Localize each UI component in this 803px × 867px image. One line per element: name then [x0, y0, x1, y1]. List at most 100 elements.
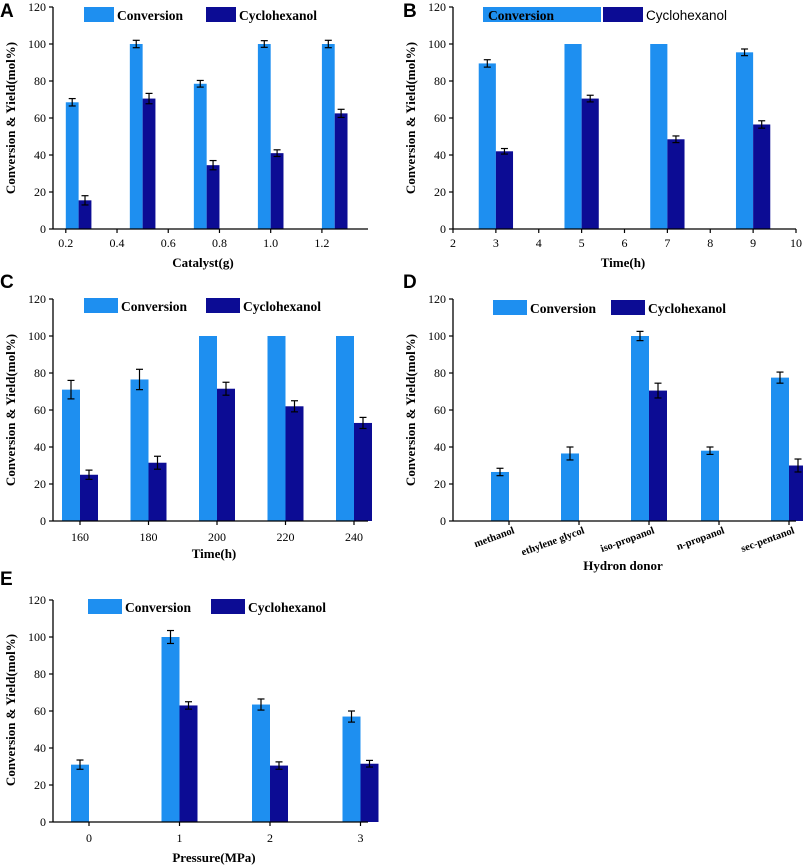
legend-label-conversion: Conversion: [125, 600, 191, 615]
x-category-label: 2: [267, 831, 273, 845]
y-tick-label: 0: [40, 815, 46, 829]
panel-letter-a: A: [0, 1, 14, 22]
y-tick-label: 100: [428, 37, 446, 51]
x-category-label: iso-propanol: [599, 525, 656, 555]
y-tick-label: 20: [434, 185, 446, 199]
bar-conversion: [491, 471, 509, 521]
x-tick-label: 4: [536, 236, 542, 250]
x-tick-label: 1.0: [263, 236, 278, 250]
y-tick-label: 40: [34, 440, 46, 454]
y-tick-label: 100: [428, 329, 446, 343]
legend-swatch-conversion: [84, 7, 114, 22]
x-category-label: 220: [277, 530, 295, 544]
y-tick-label: 60: [434, 111, 446, 125]
x-tick-label: 7: [664, 236, 670, 250]
x-axis-title: Time(h): [601, 255, 646, 270]
bar-cyclohexanol: [354, 422, 372, 521]
y-tick-label: 80: [434, 366, 446, 380]
x-axis-title: Time(h): [192, 546, 237, 561]
x-category-label: methanol: [473, 525, 516, 550]
y-tick-label: 40: [434, 148, 446, 162]
x-tick-label: 3: [493, 236, 499, 250]
bar-cyclohexanol: [581, 98, 599, 229]
legend-label-conversion: Conversion: [117, 8, 183, 23]
bar-cyclohexanol: [649, 390, 667, 521]
y-tick-label: 60: [434, 403, 446, 417]
y-tick-label: 0: [440, 514, 446, 528]
bar-conversion: [267, 336, 286, 521]
x-category-label: ethylene glycol: [520, 525, 586, 558]
y-tick-label: 20: [434, 477, 446, 491]
legend-label-conversion: Conversion: [121, 299, 187, 314]
legend-swatch-conversion: [493, 300, 527, 315]
x-axis-title: Catalyst(g): [172, 255, 233, 270]
x-tick-label: 5: [579, 236, 585, 250]
y-tick-label: 120: [428, 292, 446, 306]
legend-label-cyclohexanol: Cyclohexanol: [243, 299, 321, 314]
y-tick-label: 120: [428, 0, 446, 14]
x-category-label: 1: [177, 831, 183, 845]
bar-conversion: [478, 63, 496, 229]
bar-conversion: [257, 44, 271, 229]
legend-swatch-cyclohexanol: [603, 7, 643, 22]
bar-conversion: [130, 379, 149, 521]
bar-cyclohexanol: [148, 462, 167, 521]
legend-swatch-conversion: [483, 7, 601, 22]
bar-cyclohexanol: [270, 765, 288, 822]
legend-swatch-cyclohexanol: [211, 599, 245, 614]
bar-cyclohexanol: [667, 139, 685, 229]
y-tick-label: 60: [34, 704, 46, 718]
y-tick-label: 40: [34, 741, 46, 755]
x-category-label: 240: [345, 530, 363, 544]
bar-conversion: [193, 83, 207, 230]
bar-cyclohexanol: [142, 98, 156, 229]
y-tick-label: 60: [34, 111, 46, 125]
x-tick-label: 0.4: [110, 236, 125, 250]
x-tick-label: 10: [790, 236, 802, 250]
legend-label-cyclohexanol: Cyclohexanol: [239, 8, 317, 23]
panel-letter-e: E: [0, 569, 13, 590]
bar-conversion: [631, 336, 649, 521]
bar-cyclohexanol: [334, 113, 348, 229]
x-category-label: 180: [140, 530, 158, 544]
panel-letter-c: C: [0, 272, 14, 293]
y-axis-title: Conversion & Yield(mol%): [403, 42, 418, 194]
panel-b: B Conversion Cyclohexanol Conversion & Y…: [403, 0, 802, 270]
bar-conversion: [65, 102, 79, 229]
bar-cyclohexanol: [80, 474, 98, 521]
bar-conversion: [735, 52, 754, 230]
panel-letter-d: D: [403, 272, 417, 293]
bar-conversion: [129, 44, 143, 229]
legend-label-cyclohexanol: Cyclohexanol: [648, 301, 726, 316]
panel-e: E Conversion Cyclohexanol Conversion & Y…: [0, 569, 379, 865]
x-category-label: n-propanol: [675, 525, 726, 552]
bar-conversion: [62, 389, 80, 521]
bar-conversion: [252, 704, 270, 822]
x-tick-label: 2: [450, 236, 456, 250]
panel-letter-b: B: [403, 1, 417, 22]
bar-conversion: [71, 764, 89, 822]
y-tick-label: 60: [34, 403, 46, 417]
x-tick-label: 1.2: [314, 236, 329, 250]
bar-conversion: [564, 44, 582, 229]
y-tick-label: 120: [28, 593, 46, 607]
bar-cyclohexanol: [495, 151, 514, 229]
legend-label-cyclohexanol: Cyclohexanol: [646, 8, 727, 23]
y-tick-label: 0: [440, 222, 446, 236]
legend-swatch-cyclohexanol: [611, 300, 645, 315]
bar-cyclohexanol: [270, 153, 284, 229]
bar-conversion: [321, 44, 335, 229]
bar-conversion: [561, 453, 579, 521]
bar-cyclohexanol: [789, 465, 803, 521]
y-tick-label: 40: [434, 440, 446, 454]
x-category-label: 160: [71, 530, 89, 544]
bar-cyclohexanol: [217, 388, 235, 521]
y-tick-label: 40: [34, 148, 46, 162]
x-axis-title: Pressure(MPa): [172, 850, 255, 865]
y-tick-label: 80: [434, 74, 446, 88]
legend-swatch-cyclohexanol: [206, 7, 236, 22]
bar-conversion: [701, 450, 719, 521]
panel-d: D Conversion Cyclohexanol Conversion & Y…: [403, 272, 803, 573]
y-axis-title: Conversion & Yield(mol%): [3, 634, 18, 786]
bar-conversion: [199, 336, 217, 521]
